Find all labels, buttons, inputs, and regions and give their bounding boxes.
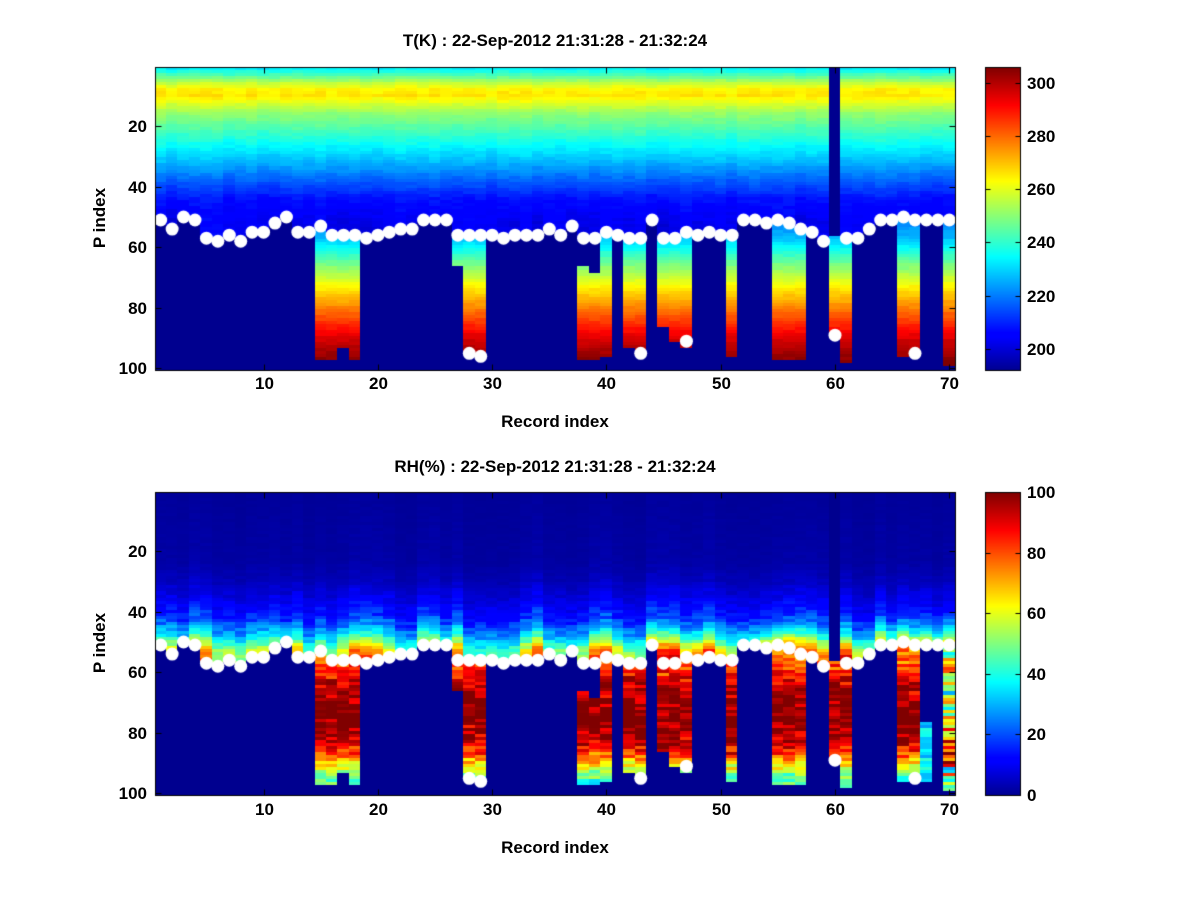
y-tick-label: 80: [128, 298, 147, 318]
x-tick-label: 20: [369, 800, 388, 819]
colorbar-tick-label: 0: [1027, 785, 1037, 805]
y-tick-label: 60: [128, 237, 147, 257]
colorbar-tick-label: 260: [1027, 179, 1056, 199]
colorbar-tick-label: 20: [1027, 724, 1046, 744]
x-tick-label: 50: [712, 374, 731, 393]
colorbar-tick-label: 200: [1027, 339, 1056, 359]
x-tick-label: 70: [940, 374, 959, 393]
colorbar-tick-label: 60: [1027, 603, 1046, 623]
humidity-x-axis-label: Record index: [501, 838, 609, 857]
temperature-x-axis-label: Record index: [501, 412, 609, 431]
colorbar-tick-label: 220: [1027, 286, 1056, 306]
y-tick-label: 100: [118, 783, 147, 803]
colorbar-tick-label: 240: [1027, 232, 1056, 252]
x-tick-label: 70: [940, 800, 959, 819]
colorbar-tick-label: 100: [1027, 482, 1056, 502]
y-tick-label: 40: [128, 177, 147, 197]
y-tick-label: 60: [128, 662, 147, 682]
y-tick-label: 20: [128, 541, 147, 561]
x-tick-label: 30: [483, 800, 502, 819]
x-tick-label: 10: [255, 374, 274, 393]
x-tick-label: 40: [597, 374, 616, 393]
humidity-chart-title: RH(%) : 22-Sep-2012 21:31:28 - 21:32:24: [394, 457, 716, 476]
temperature-chart-title: T(K) : 22-Sep-2012 21:31:28 - 21:32:24: [402, 31, 708, 50]
x-tick-label: 60: [826, 800, 845, 819]
colorbar-tick-label: 40: [1027, 664, 1046, 684]
x-tick-label: 30: [483, 374, 502, 393]
y-tick-label: 80: [128, 723, 147, 743]
colorbar-tick-label: 280: [1027, 126, 1056, 146]
x-tick-label: 10: [255, 800, 274, 819]
y-tick-label: 100: [118, 358, 147, 378]
colorbar-tick-label: 300: [1027, 73, 1056, 93]
x-tick-label: 60: [826, 374, 845, 393]
x-tick-label: 50: [712, 800, 731, 819]
x-tick-label: 20: [369, 374, 388, 393]
y-tick-label: 40: [128, 602, 147, 622]
colorbar-tick-label: 80: [1027, 543, 1046, 563]
x-tick-label: 40: [597, 800, 616, 819]
y-tick-label: 20: [128, 116, 147, 136]
